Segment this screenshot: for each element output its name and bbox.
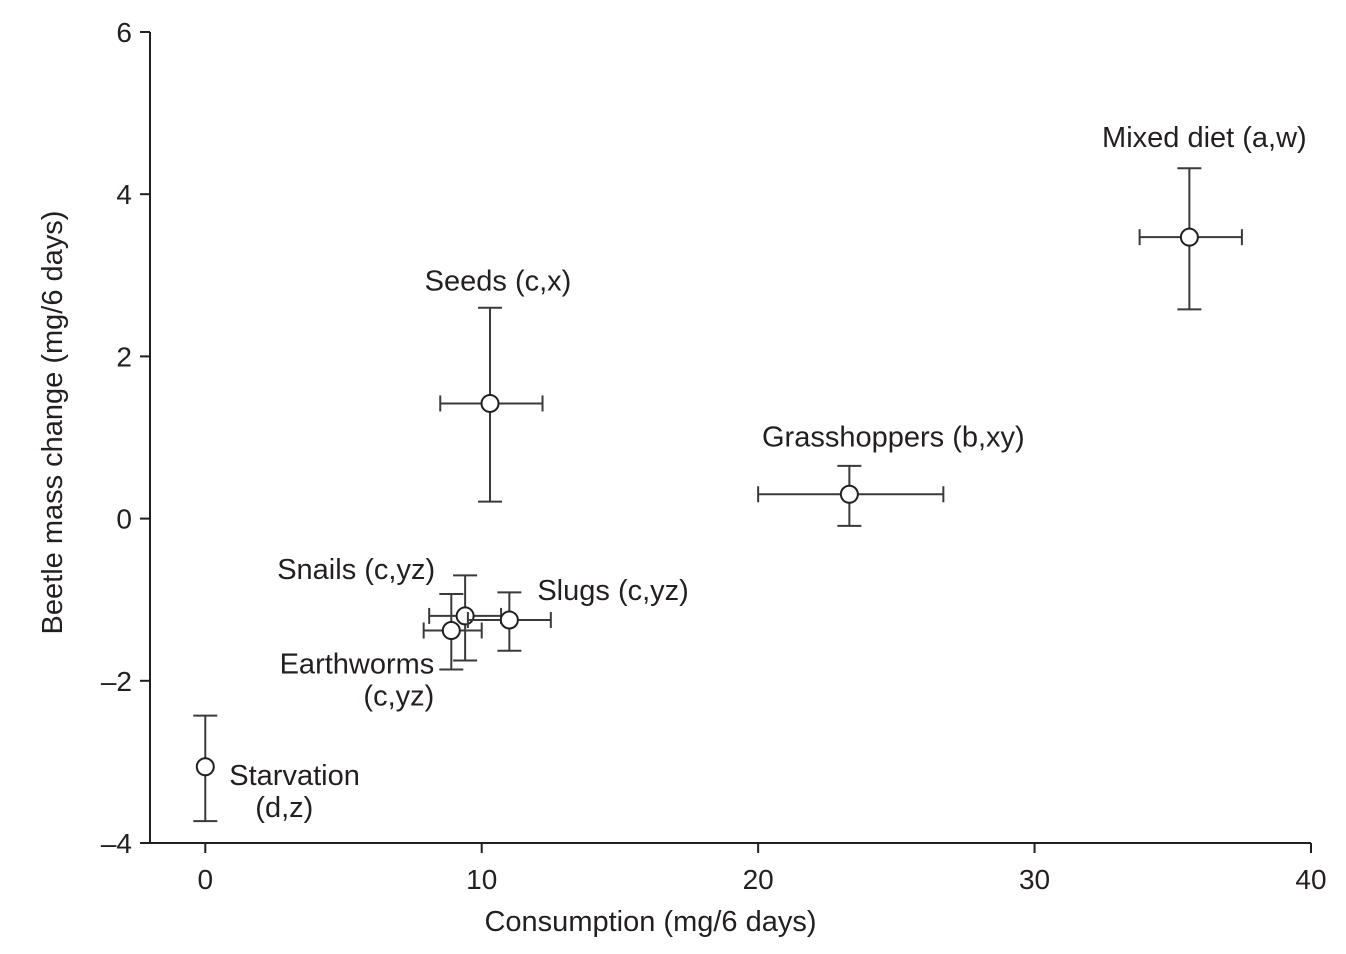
y-axis-title: Beetle mass change (mg/6 days): [37, 211, 69, 635]
x-axis-title: Consumption (mg/6 days): [484, 906, 816, 938]
point-marker: [441, 621, 461, 641]
data-point: Snails (c,yz): [277, 554, 503, 662]
data-point: Seeds (c,x): [425, 265, 572, 503]
point-label: Slugs (c,yz): [537, 575, 688, 607]
point-marker: [455, 606, 475, 626]
point-label: Earthworms: [280, 649, 435, 681]
point-label: Mixed diet (a,w): [1102, 122, 1307, 154]
x-tick-label: 20: [743, 864, 774, 895]
point-label: Grasshoppers (b,xy): [762, 421, 1025, 453]
y-tick-label: 0: [116, 504, 132, 535]
x-tick-label: 30: [1019, 864, 1050, 895]
x-tick-label: 40: [1295, 864, 1326, 895]
y-tick-label: –2: [101, 666, 132, 697]
point-label: Seeds (c,x): [425, 265, 572, 297]
point-marker: [839, 484, 859, 504]
point-marker: [480, 393, 500, 413]
y-tick-label: –4: [101, 828, 132, 859]
x-tick-label: 10: [466, 864, 497, 895]
point-label: (d,z): [255, 792, 313, 824]
data-points: Mixed diet (a,w) Seeds (c,x) Grasshoppers …: [193, 122, 1307, 824]
point-marker: [195, 757, 215, 777]
point-marker: [499, 610, 519, 630]
data-point: Mixed diet (a,w): [1102, 122, 1307, 311]
axes: [149, 32, 1311, 844]
x-ticks: 0 10 20 30 40: [197, 843, 1327, 895]
data-point: Grasshoppers (b,xy): [757, 421, 1025, 527]
y-ticks: –4 –2 0 2 4 6: [101, 17, 150, 859]
y-tick-label: 6: [116, 17, 132, 48]
y-tick-label: 4: [116, 179, 132, 210]
point-label: Snails (c,yz): [277, 554, 435, 586]
point-label: Starvation: [229, 760, 360, 792]
y-tick-label: 2: [116, 341, 132, 372]
point-marker: [1179, 227, 1199, 247]
data-point: Starvation(d,z): [193, 714, 360, 824]
data-point: Earthworms(c,yz): [280, 593, 483, 713]
data-point: Slugs (c,yz): [466, 575, 689, 652]
x-tick-label: 0: [197, 864, 213, 895]
point-label: (c,yz): [363, 681, 434, 713]
